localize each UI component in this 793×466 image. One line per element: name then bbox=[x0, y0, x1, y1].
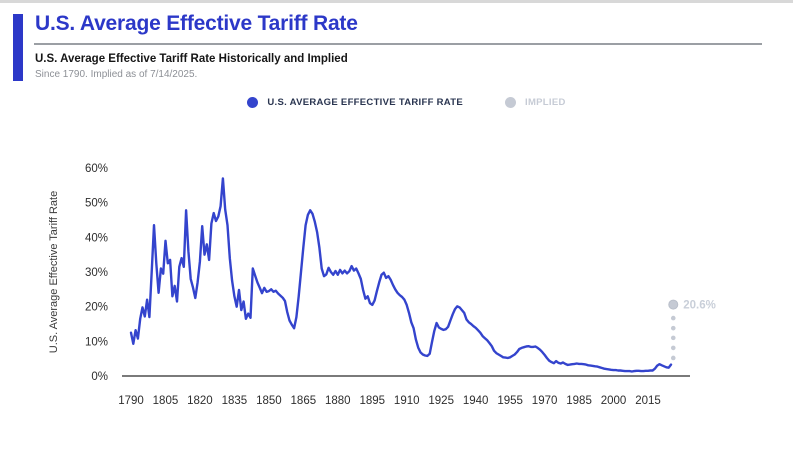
x-tick-label: 1790 bbox=[118, 395, 144, 407]
x-tick-label: 1820 bbox=[187, 395, 213, 407]
x-tick-label: 1940 bbox=[463, 395, 489, 407]
x-tick-label: 1985 bbox=[566, 395, 592, 407]
y-tick-label: 0% bbox=[91, 371, 108, 383]
page-title: U.S. Average Effective Tariff Rate bbox=[35, 12, 358, 35]
implied-projection-dot bbox=[670, 355, 676, 361]
legend-item-historical[interactable]: U.S. AVERAGE EFFECTIVE TARIFF RATE bbox=[247, 97, 463, 108]
x-tick-label: 1895 bbox=[359, 395, 385, 407]
y-tick-label: 20% bbox=[85, 302, 108, 314]
x-tick-label: 1880 bbox=[325, 395, 351, 407]
legend-dot-historical-icon bbox=[247, 97, 259, 108]
implied-projection-dot bbox=[670, 325, 676, 331]
y-axis-title: U.S. Average Effective Tariff Rate bbox=[48, 191, 60, 353]
x-tick-label: 1865 bbox=[291, 395, 317, 407]
y-tick-label: 10% bbox=[85, 336, 108, 348]
legend-item-implied[interactable]: IMPLIED bbox=[505, 97, 566, 108]
legend-dot-implied-icon bbox=[505, 97, 516, 108]
tariff-rate-line-chart: 0% 10% 20% 30% 40% 50% 60% 1790 1805 1820 1835 1850… bbox=[48, 163, 716, 407]
x-tick-label: 2015 bbox=[635, 395, 661, 407]
implied-end-marker bbox=[668, 299, 679, 310]
historical-tariff-line bbox=[129, 177, 673, 373]
legend-label-implied: IMPLIED bbox=[525, 97, 566, 108]
title-accent-bar bbox=[13, 14, 23, 81]
legend-label-historical: U.S. AVERAGE EFFECTIVE TARIFF RATE bbox=[267, 97, 463, 108]
y-tick-label: 40% bbox=[85, 232, 108, 244]
x-tick-label: 1850 bbox=[256, 395, 282, 407]
x-tick-label: 1835 bbox=[222, 395, 248, 407]
x-tick-label: 1970 bbox=[532, 395, 558, 407]
y-tick-label: 60% bbox=[85, 163, 108, 175]
title-divider bbox=[34, 43, 762, 45]
x-tick-label: 1925 bbox=[428, 395, 454, 407]
y-tick-label: 30% bbox=[85, 267, 108, 279]
implied-projection-dot bbox=[670, 315, 676, 321]
chart-caption: Since 1790. Implied as of 7/14/2025. bbox=[35, 69, 198, 80]
x-tick-label: 1910 bbox=[394, 395, 420, 407]
x-tick-label: 1805 bbox=[153, 395, 179, 407]
implied-value-label: 20.6% bbox=[683, 300, 716, 312]
x-tick-label: 2000 bbox=[601, 395, 627, 407]
y-tick-label: 50% bbox=[85, 198, 108, 210]
x-tick-label: 1955 bbox=[497, 395, 523, 407]
implied-projection-dot bbox=[670, 345, 676, 351]
chart-subtitle: U.S. Average Effective Tariff Rate Histo… bbox=[35, 53, 348, 65]
implied-projection-dot bbox=[670, 335, 676, 341]
chart-legend: U.S. AVERAGE EFFECTIVE TARIFF RATE IMPLI… bbox=[10, 97, 793, 108]
